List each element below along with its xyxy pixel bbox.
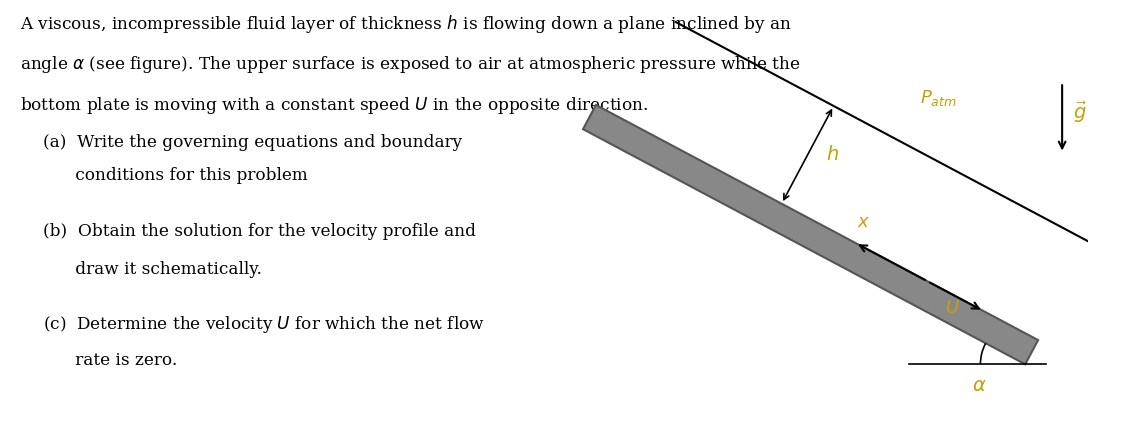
Text: $P_{atm}$: $P_{atm}$ — [920, 88, 957, 108]
Text: (a)  Write the governing equations and boundary: (a) Write the governing equations and bo… — [43, 134, 462, 151]
Text: draw it schematically.: draw it schematically. — [43, 261, 262, 278]
Text: A viscous, incompressible fluid layer of thickness $h$ is flowing down a plane i: A viscous, incompressible fluid layer of… — [20, 13, 792, 35]
Text: $x$: $x$ — [857, 213, 870, 231]
Text: bottom plate is moving with a constant speed $U$ in the opposite direction.: bottom plate is moving with a constant s… — [20, 95, 649, 116]
Text: rate is zero.: rate is zero. — [43, 352, 177, 369]
Text: $h$: $h$ — [826, 145, 840, 164]
Text: (b)  Obtain the solution for the velocity profile and: (b) Obtain the solution for the velocity… — [43, 223, 476, 240]
Polygon shape — [583, 105, 1038, 364]
Text: $\alpha$: $\alpha$ — [972, 377, 986, 396]
Text: $\vec{g}$: $\vec{g}$ — [1072, 100, 1086, 125]
Text: conditions for this problem: conditions for this problem — [43, 167, 307, 184]
Text: $U$: $U$ — [945, 299, 959, 318]
Text: (c)  Determine the velocity $U$ for which the net flow: (c) Determine the velocity $U$ for which… — [43, 314, 485, 335]
Text: angle $\alpha$ (see figure). The upper surface is exposed to air at atmospheric : angle $\alpha$ (see figure). The upper s… — [20, 54, 801, 75]
